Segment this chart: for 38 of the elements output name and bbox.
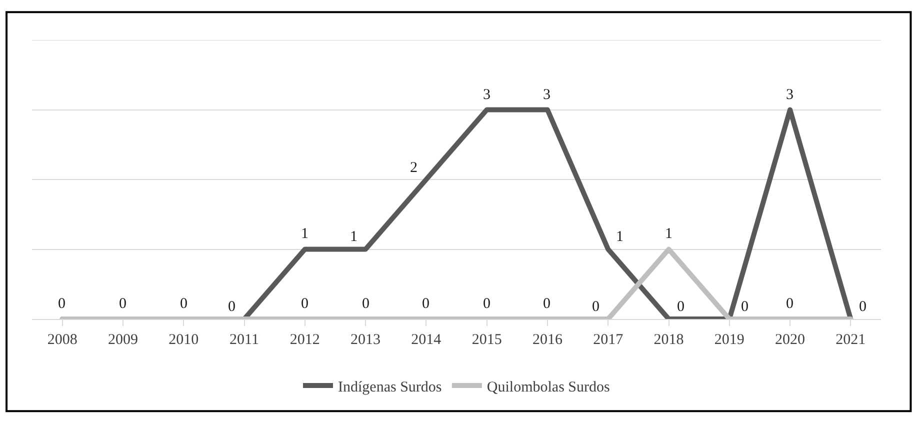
x-tick-label: 2009	[108, 332, 138, 348]
data-label: 0	[859, 299, 866, 315]
data-label: 3	[543, 87, 550, 103]
data-label: 0	[228, 299, 236, 315]
data-label: 0	[741, 299, 748, 315]
data-label: 3	[483, 87, 490, 103]
data-label: 0	[301, 296, 308, 312]
x-tick-label: 2018	[654, 332, 684, 348]
data-label: 0	[786, 296, 794, 312]
data-label: 2	[410, 160, 418, 176]
x-tick-label: 2020	[775, 332, 806, 348]
x-tick-label: 2017	[593, 332, 624, 348]
data-label: 1	[350, 229, 358, 245]
data-label: 0	[592, 299, 600, 315]
x-tick-label: 2013	[350, 332, 381, 348]
x-tick-label: 2010	[168, 332, 199, 348]
data-label: 1	[616, 229, 624, 245]
x-tick-label: 2011	[230, 332, 259, 348]
legend-label: Indígenas Surdos	[338, 379, 442, 396]
data-label: 0	[483, 296, 490, 312]
data-label: 1	[665, 226, 672, 242]
data-label: 0	[362, 296, 370, 312]
data-label: 0	[677, 299, 684, 315]
x-tick-label: 2019	[714, 332, 744, 348]
data-label: 0	[543, 296, 550, 312]
data-label: 0	[180, 296, 188, 312]
x-tick-label: 2014	[411, 332, 442, 348]
x-tick-label: 2008	[47, 332, 78, 348]
data-label: 3	[786, 87, 794, 103]
data-label: 0	[422, 296, 430, 312]
x-tick-label: 2015	[472, 332, 502, 348]
x-tick-label: 2016	[532, 332, 563, 348]
data-label: 0	[58, 296, 66, 312]
x-tick-label: 2021	[836, 332, 866, 348]
data-label: 0	[119, 296, 126, 312]
x-tick-label: 2012	[290, 332, 320, 348]
legend-label: Quilombolas Surdos	[486, 379, 610, 396]
data-label: 1	[301, 226, 308, 242]
